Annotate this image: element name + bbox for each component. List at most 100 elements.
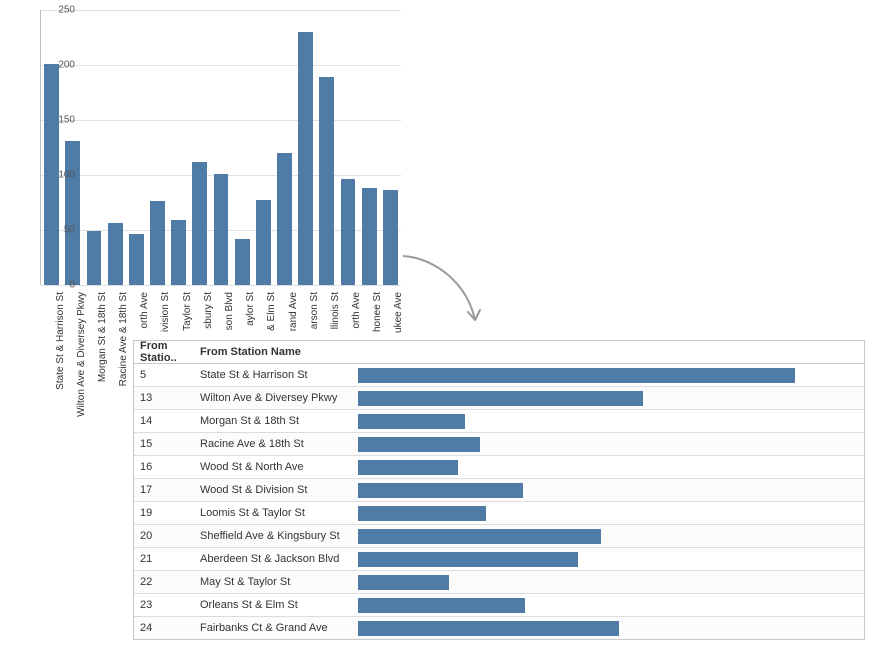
bar[interactable] (214, 174, 229, 285)
hbar-fill (358, 598, 525, 613)
table-row[interactable]: 24Fairbanks Ct & Grand Ave (134, 617, 864, 639)
page: State St & Harrison St Wilton Ave & Diver… (0, 0, 873, 645)
hbar-fill (358, 368, 795, 383)
hbar-fill (358, 575, 449, 590)
cell-id: 14 (134, 415, 196, 427)
x-axis-label: ukee Ave (393, 292, 404, 333)
hbar-fill (358, 621, 619, 636)
y-axis-label: 50 (47, 225, 75, 236)
x-axis-label: orth Ave (351, 292, 362, 329)
cell-id: 24 (134, 622, 196, 634)
cell-name: Sheffield Ave & Kingsbury St (196, 530, 358, 542)
hbar-fill (358, 460, 458, 475)
x-axis-label: sbury St (203, 292, 214, 329)
hbar-fill (358, 552, 578, 567)
x-axis-label: Taylor St (182, 292, 193, 331)
bar[interactable] (129, 234, 144, 285)
arrow-annotation (395, 248, 495, 338)
hbar-fill (358, 391, 643, 406)
bar[interactable] (277, 153, 292, 285)
table-row[interactable]: 21Aberdeen St & Jackson Blvd (134, 548, 864, 571)
bar[interactable] (362, 188, 377, 285)
cell-id: 16 (134, 461, 196, 473)
x-axis-label: Morgan St & 18th St (97, 292, 108, 382)
cell-name: Wood St & Division St (196, 484, 358, 496)
x-axis-label: aylor St (245, 292, 256, 326)
vertical-chart-plot (40, 10, 401, 285)
gridline (41, 120, 401, 121)
table-row[interactable]: 17Wood St & Division St (134, 479, 864, 502)
cell-name: Fairbanks Ct & Grand Ave (196, 622, 358, 634)
table-row[interactable]: 20Sheffield Ave & Kingsbury St (134, 525, 864, 548)
header-name: From Station Name (196, 346, 358, 358)
y-axis-label: 200 (47, 60, 75, 71)
hbar-fill (358, 483, 523, 498)
cell-name: Loomis St & Taylor St (196, 507, 358, 519)
table-row[interactable]: 14Morgan St & 18th St (134, 410, 864, 433)
cell-id: 15 (134, 438, 196, 450)
bar[interactable] (108, 223, 123, 285)
table-row[interactable]: 16Wood St & North Ave (134, 456, 864, 479)
hbar-fill (358, 414, 465, 429)
y-axis-label: 150 (47, 115, 75, 126)
table-row[interactable]: 5State St & Harrison St (134, 364, 864, 387)
table-row[interactable]: 23Orleans St & Elm St (134, 594, 864, 617)
table-row[interactable]: 22May St & Taylor St (134, 571, 864, 594)
bar[interactable] (235, 239, 250, 285)
cell-name: Aberdeen St & Jackson Blvd (196, 553, 358, 565)
cell-bar (358, 621, 864, 636)
x-axis-label: & Elm St (266, 292, 277, 331)
hbar-fill (358, 437, 480, 452)
y-axis-label: 250 (47, 5, 75, 16)
table-row[interactable]: 13Wilton Ave & Diversey Pkwy (134, 387, 864, 410)
bar[interactable] (319, 77, 334, 285)
cell-id: 5 (134, 369, 196, 381)
bar[interactable] (171, 220, 186, 285)
cell-name: Morgan St & 18th St (196, 415, 358, 427)
bar[interactable] (383, 190, 398, 285)
cell-name: Wood St & North Ave (196, 461, 358, 473)
cell-id: 13 (134, 392, 196, 404)
cell-bar (358, 460, 864, 475)
gridline (41, 65, 401, 66)
table-row[interactable]: 19Loomis St & Taylor St (134, 502, 864, 525)
bar[interactable] (256, 200, 271, 285)
cell-bar (358, 483, 864, 498)
x-axis-label: State St & Harrison St (55, 292, 66, 390)
cell-bar (358, 598, 864, 613)
horizontal-bar-table: From Statio.. From Station Name 5State S… (133, 340, 865, 640)
bar[interactable] (192, 162, 207, 285)
cell-id: 21 (134, 553, 196, 565)
cell-id: 19 (134, 507, 196, 519)
y-axis-label: 100 (47, 170, 75, 181)
hbar-fill (358, 529, 601, 544)
x-axis-label: Wilton Ave & Diversey Pkwy (76, 292, 87, 417)
cell-bar (358, 552, 864, 567)
cell-id: 17 (134, 484, 196, 496)
x-axis-label: ivision St (160, 292, 171, 332)
gridline (41, 10, 401, 11)
bar[interactable] (150, 201, 165, 285)
cell-name: Racine Ave & 18th St (196, 438, 358, 450)
table-header: From Statio.. From Station Name (134, 341, 864, 364)
bar[interactable] (298, 32, 313, 285)
cell-bar (358, 529, 864, 544)
cell-id: 20 (134, 530, 196, 542)
cell-id: 23 (134, 599, 196, 611)
x-axis-label: orth Ave (139, 292, 150, 329)
cell-name: State St & Harrison St (196, 369, 358, 381)
x-axis-label: llinois St (330, 292, 341, 329)
cell-name: May St & Taylor St (196, 576, 358, 588)
bar[interactable] (87, 231, 102, 285)
bar[interactable] (341, 179, 356, 285)
table-body: 5State St & Harrison St13Wilton Ave & Di… (134, 364, 864, 639)
cell-bar (358, 414, 864, 429)
x-axis-label: son Blvd (224, 292, 235, 330)
x-axis-label: rand Ave (288, 292, 299, 331)
x-axis-label: arson St (309, 292, 320, 329)
x-axis-label: Racine Ave & 18th St (118, 292, 129, 386)
table-row[interactable]: 15Racine Ave & 18th St (134, 433, 864, 456)
cell-bar (358, 368, 864, 383)
x-axis-label: honee St (372, 292, 383, 332)
bar[interactable] (65, 141, 80, 285)
